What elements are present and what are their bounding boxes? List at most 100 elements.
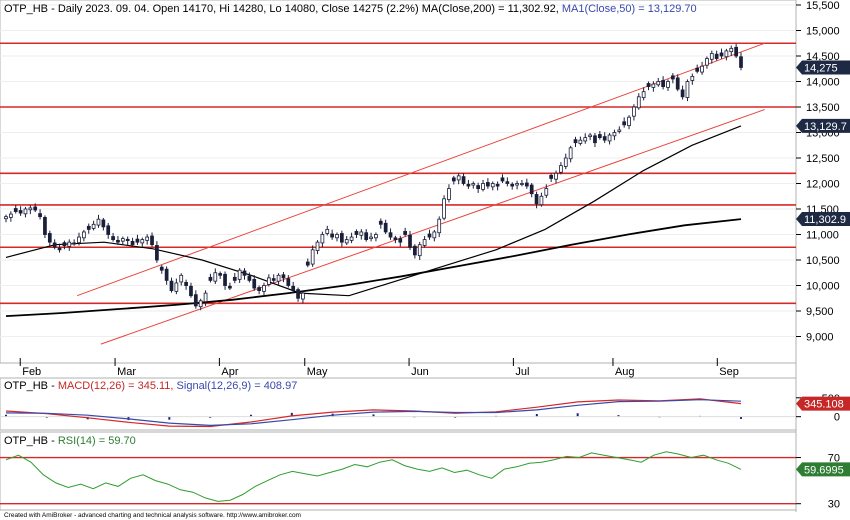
candle-body (150, 235, 154, 246)
candle-body (442, 198, 446, 219)
candle-body (500, 177, 505, 182)
price-tag-1 (796, 60, 850, 75)
macd-header-signal: Signal(12,26,9) = 408.97 (177, 380, 298, 392)
macd-histogram-bar (576, 413, 579, 417)
candle-body (549, 174, 554, 179)
candle-body (529, 184, 534, 195)
footer-credit: Created with AmiBroker - advanced charti… (4, 512, 301, 519)
ma200-line (5, 218, 742, 317)
candle-body (237, 269, 242, 280)
candle-body (38, 213, 42, 218)
candle-body (383, 222, 388, 233)
macd-y-tick-label: 0 (834, 412, 840, 424)
candle-body (335, 234, 339, 239)
candle-body (77, 236, 81, 244)
candle-body (208, 276, 213, 281)
candle-body (515, 183, 519, 186)
candle-body (359, 231, 364, 236)
candle-body (96, 218, 101, 226)
candle-body (378, 220, 383, 225)
candle-body (106, 225, 111, 235)
candle-body (276, 274, 281, 282)
ma50-line (5, 125, 742, 297)
candle-body (4, 216, 8, 220)
candle-body (155, 245, 159, 261)
y-tick-label: 11,000 (806, 230, 839, 242)
candle-body (573, 139, 578, 144)
candle-body (301, 292, 305, 300)
candle-body (223, 273, 227, 286)
candle-body (403, 231, 407, 235)
candle-body (266, 277, 271, 285)
candle-body (427, 233, 432, 238)
candle-body (296, 289, 300, 299)
month-label: Sep (719, 366, 739, 378)
candle-body (145, 236, 150, 241)
y-tick-label: 10,500 (806, 255, 840, 267)
candle-body (437, 218, 442, 234)
candle-body (651, 83, 656, 88)
macd-histogram-bar (617, 415, 620, 417)
candle-body (734, 46, 738, 57)
candle-body (228, 285, 232, 289)
candle-body (159, 266, 164, 271)
month-label: Aug (615, 366, 635, 378)
candle-body (417, 244, 422, 257)
candle-body (281, 274, 286, 279)
candle-body (291, 285, 296, 292)
price-tag-label: 14,275 (804, 62, 838, 74)
candle-body (714, 53, 719, 59)
candle-body (242, 270, 247, 276)
candle-body (344, 239, 349, 244)
candle-body (627, 116, 631, 127)
candle-body (232, 276, 237, 281)
candle-body (247, 275, 252, 281)
candle-body (33, 206, 38, 211)
candle-body (568, 147, 573, 160)
y-tick-label: 14,500 (806, 51, 840, 63)
candle-body (340, 233, 344, 243)
candle-body (47, 233, 52, 243)
candle-body (690, 76, 695, 81)
candle-body (583, 137, 588, 142)
candle-body (125, 238, 130, 242)
candle-body (364, 232, 369, 240)
month-label: Apr (221, 366, 238, 378)
candle-body (116, 239, 120, 243)
candle-body (729, 47, 734, 53)
candle-body (271, 278, 276, 281)
candle-body (315, 241, 320, 251)
candle-body (597, 134, 602, 138)
rsi-header-rsi: RSI(14) = 59.70 (58, 435, 136, 447)
candle-body (695, 67, 700, 72)
candle-body (398, 238, 403, 243)
candle-body (471, 183, 476, 186)
candle-body (67, 241, 72, 247)
candle-body (184, 282, 188, 286)
macd-panel (0, 377, 797, 431)
candle-body (602, 136, 607, 141)
candle-body (82, 231, 86, 239)
rsi-panel (0, 431, 797, 511)
y-tick-label: 9,500 (806, 306, 834, 318)
candle-body (189, 285, 193, 297)
price-tag-3 (796, 212, 850, 227)
candle-body (705, 58, 709, 66)
month-label: Jun (411, 366, 429, 378)
candle-body (330, 233, 334, 238)
candle-body (719, 52, 724, 57)
candle-body (466, 183, 471, 187)
candle-body (456, 175, 461, 181)
candle-body (709, 53, 714, 60)
candle-body (593, 135, 597, 144)
candle-body (72, 242, 77, 245)
candle-body (28, 207, 33, 211)
candle-body (130, 240, 135, 246)
candle-body (262, 285, 266, 292)
candle-body (636, 96, 641, 109)
candle-body (544, 188, 549, 196)
rsi-tag-label: 59.6995 (804, 464, 844, 476)
candle-body (174, 282, 179, 292)
macd-header: OTP_HB - MACD(12,26) = 345.11, Signal(12… (4, 380, 297, 392)
price-header: OTP_HB - Daily 2023. 09. 04. Open 14170,… (4, 3, 697, 15)
